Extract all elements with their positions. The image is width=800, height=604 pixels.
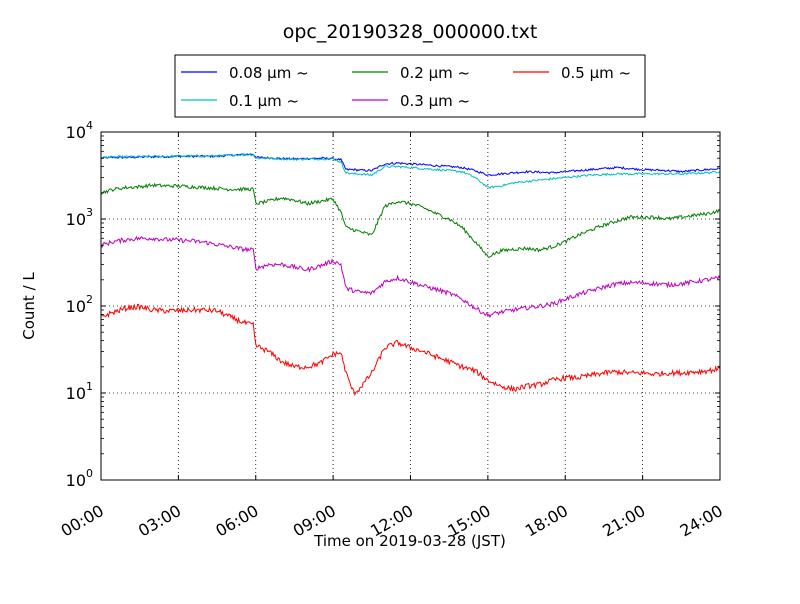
y-tick-label: 104 (66, 119, 93, 142)
chart-title: opc_20190328_000000.txt (283, 21, 538, 43)
series-line-3 (100, 182, 721, 258)
legend-label: 0.1 μm ~ (229, 92, 299, 110)
series-line-1 (100, 153, 721, 177)
y-tick-label: 101 (66, 380, 93, 403)
legend-label: 0.3 μm ~ (400, 92, 470, 110)
legend-label: 0.08 μm ~ (229, 64, 309, 82)
series-line-2 (100, 153, 721, 189)
legend-label: 0.2 μm ~ (400, 64, 470, 82)
series-line-4 (100, 235, 721, 319)
y-tick-label: 100 (66, 467, 93, 490)
y-tick-label: 102 (66, 293, 93, 316)
x-axis-label: Time on 2019-03-28 (JST) (313, 532, 506, 550)
y-axis-label: Count / L (20, 272, 38, 340)
series-line-5 (100, 303, 721, 397)
series-lines (100, 153, 721, 397)
legend: 0.08 μm ~ 0.1 μm ~ 0.2 μm ~ 0.3 μm ~ 0.5 μm … (174, 54, 646, 118)
y-tick-label: 103 (66, 206, 93, 229)
legend-label: 0.5 μm ~ (561, 64, 631, 82)
legend-box (174, 54, 646, 118)
